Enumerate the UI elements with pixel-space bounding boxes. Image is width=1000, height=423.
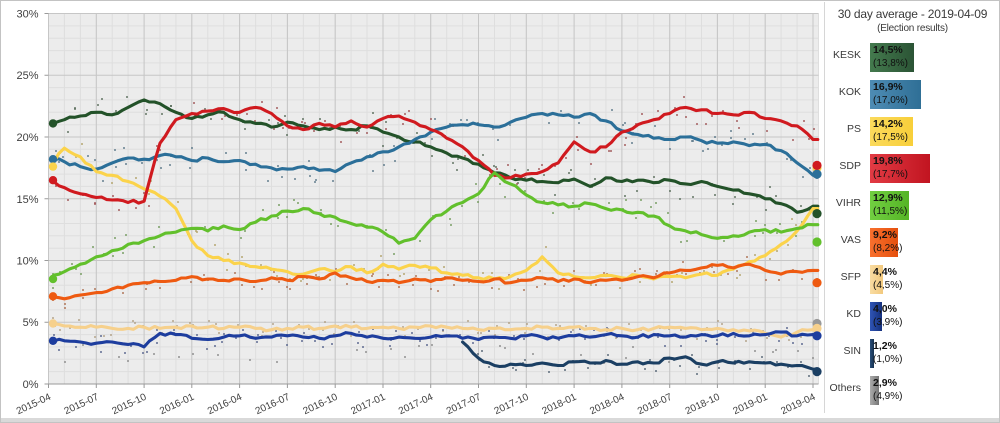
svg-text:2015-10: 2015-10	[110, 392, 148, 418]
svg-text:2019-01: 2019-01	[732, 392, 770, 418]
svg-text:2016-07: 2016-07	[254, 392, 292, 418]
svg-text:2015-07: 2015-07	[63, 392, 101, 418]
svg-text:2016-04: 2016-04	[206, 392, 244, 418]
svg-text:25%: 25%	[16, 70, 38, 82]
svg-text:2017-04: 2017-04	[397, 392, 435, 418]
svg-text:2019-04: 2019-04	[779, 392, 817, 418]
svg-text:20%: 20%	[16, 132, 38, 144]
svg-text:2017-07: 2017-07	[445, 392, 483, 418]
svg-text:0%: 0%	[23, 379, 39, 391]
svg-text:30%: 30%	[16, 9, 38, 21]
svg-text:2017-01: 2017-01	[349, 392, 387, 418]
svg-text:5%: 5%	[23, 317, 39, 329]
svg-text:10%: 10%	[16, 256, 38, 268]
svg-text:15%: 15%	[16, 194, 38, 206]
svg-text:2018-10: 2018-10	[684, 392, 722, 418]
svg-text:2017-10: 2017-10	[493, 392, 531, 418]
svg-text:2018-01: 2018-01	[540, 392, 578, 418]
svg-text:2016-10: 2016-10	[302, 392, 340, 418]
svg-text:2018-04: 2018-04	[588, 392, 626, 418]
svg-text:2015-04: 2015-04	[15, 392, 53, 418]
svg-text:2016-01: 2016-01	[158, 392, 196, 418]
svg-text:2018-07: 2018-07	[636, 392, 674, 418]
